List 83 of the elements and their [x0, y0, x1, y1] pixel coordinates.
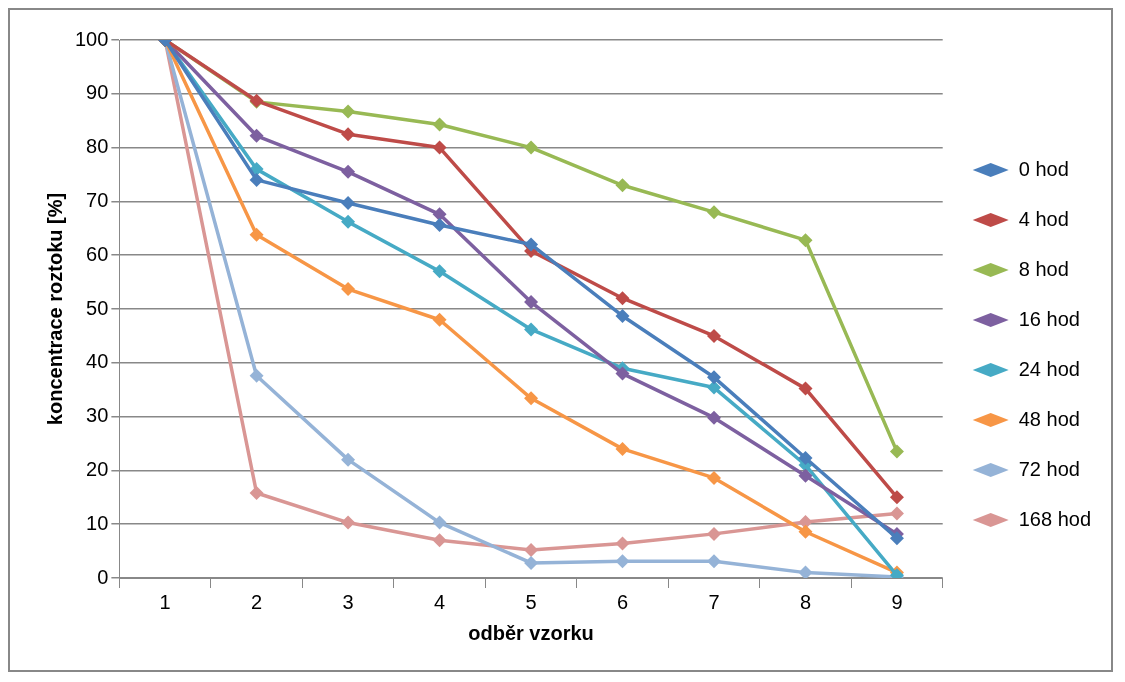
- y-tick-label: 30: [86, 404, 109, 427]
- point: [707, 526, 721, 541]
- legend-label: 168 hod: [1018, 507, 1091, 530]
- point: [798, 524, 813, 539]
- point: [432, 312, 447, 327]
- point: [889, 531, 904, 546]
- point: [249, 172, 264, 187]
- point: [798, 468, 813, 483]
- point: [615, 178, 630, 193]
- y-tick-label: 0: [97, 565, 109, 588]
- legend-label: 4 hod: [1018, 207, 1069, 230]
- point: [798, 451, 813, 466]
- point: [889, 506, 904, 521]
- point: [524, 543, 539, 558]
- point: [524, 555, 539, 570]
- legend-label: 48 hod: [1018, 407, 1080, 430]
- x-tick-label: 7: [708, 590, 720, 613]
- point: [249, 128, 264, 143]
- point: [524, 140, 539, 155]
- point: [341, 164, 356, 179]
- legend-label: 16 hod: [1018, 307, 1080, 330]
- point: [707, 370, 721, 385]
- point: [341, 515, 356, 530]
- point: [341, 127, 356, 142]
- y-tick-label: 70: [86, 188, 109, 211]
- y-tick-label: 60: [86, 242, 109, 265]
- point: [615, 308, 630, 323]
- y-tick-label: 80: [86, 135, 109, 158]
- point: [798, 381, 813, 396]
- y-tick-label: 90: [86, 81, 109, 104]
- point: [432, 533, 447, 548]
- x-tick-label: 4: [433, 590, 446, 613]
- point: [798, 565, 813, 578]
- point: [707, 470, 721, 485]
- point: [707, 554, 721, 569]
- point: [432, 140, 447, 155]
- point: [889, 444, 904, 459]
- x-tick-label: 2: [251, 590, 263, 613]
- legend-label: 0 hod: [1018, 157, 1069, 180]
- point: [432, 264, 447, 279]
- point: [889, 490, 904, 505]
- point: [432, 207, 447, 222]
- point: [707, 380, 721, 395]
- point: [249, 486, 264, 500]
- legend-label: 8 hod: [1018, 257, 1069, 280]
- y-tick-label: 100: [74, 27, 109, 50]
- x-tick-label: 3: [342, 590, 354, 613]
- x-tick-label: 1: [159, 590, 171, 613]
- point: [615, 291, 630, 306]
- x-axis-title: odběr vzorku: [468, 621, 594, 644]
- point: [249, 227, 264, 242]
- point: [707, 410, 721, 425]
- x-tick-label: 5: [525, 590, 537, 613]
- point: [615, 536, 630, 551]
- point: [615, 441, 630, 456]
- point: [615, 366, 630, 381]
- point: [432, 218, 447, 233]
- x-tick-label: 8: [799, 590, 812, 613]
- point: [707, 205, 721, 220]
- point: [249, 368, 264, 383]
- point: [341, 452, 356, 467]
- legend-label: 24 hod: [1018, 357, 1080, 380]
- point: [432, 117, 447, 132]
- point: [341, 104, 356, 119]
- y-tick-label: 20: [86, 457, 109, 480]
- point: [524, 391, 539, 406]
- point: [798, 233, 813, 248]
- point: [524, 237, 539, 252]
- point: [432, 515, 447, 530]
- y-axis-title: koncentrace roztoku [%]: [43, 192, 66, 426]
- x-tick-label: 6: [616, 590, 629, 613]
- point: [524, 295, 539, 310]
- point: [524, 322, 539, 337]
- point: [341, 282, 356, 297]
- point: [615, 554, 630, 569]
- legend-label: 72 hod: [1018, 457, 1080, 480]
- y-tick-label: 50: [86, 296, 109, 319]
- x-tick-label: 9: [891, 590, 903, 613]
- y-tick-label: 40: [86, 350, 109, 373]
- point: [341, 196, 356, 211]
- point: [341, 214, 356, 229]
- point: [707, 328, 721, 343]
- y-tick-label: 10: [86, 511, 109, 534]
